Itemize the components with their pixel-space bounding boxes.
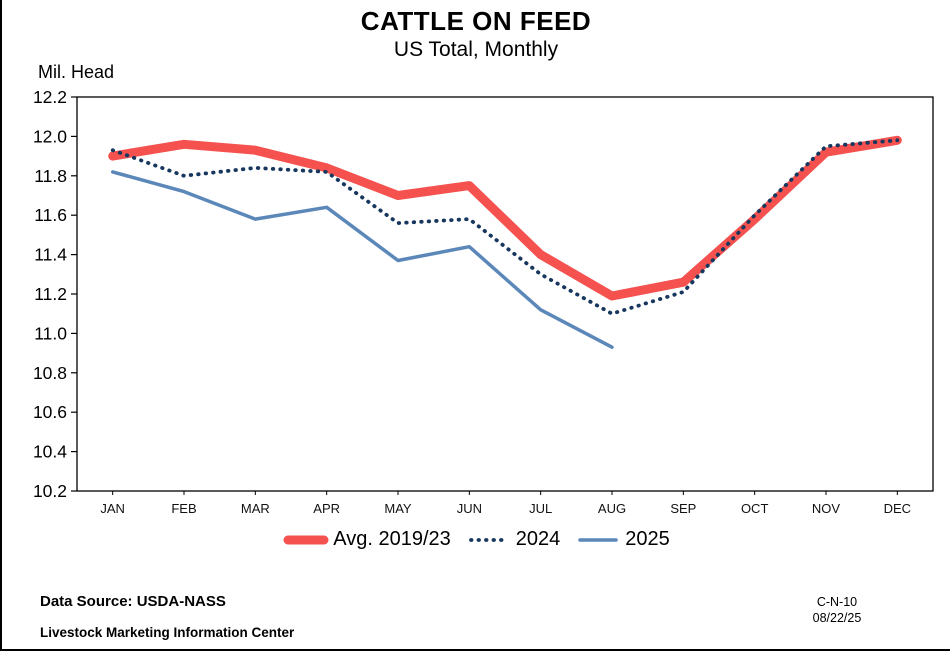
chart-code-label: C-N-10: [816, 595, 858, 609]
x-tick-label: AUG: [598, 501, 626, 516]
y-axis-unit-label: Mil. Head: [38, 62, 115, 82]
legend-label: Avg. 2019/23: [333, 528, 451, 550]
x-tick-label: MAY: [384, 501, 412, 516]
legend-item-avg-2019-23: Avg. 2019/23: [282, 528, 451, 551]
x-tick-label: FEB: [171, 501, 196, 516]
chart-subtitle: US Total, Monthly: [393, 38, 559, 61]
legend-swatch: [468, 537, 509, 542]
chart-canvas: 12.2 12.0 11.8 11.6 11.4 11.2 11.0 10.8 10.6 10.4…: [33, 87, 934, 516]
series-line-2024: [110, 138, 900, 316]
x-tick-label: JUL: [529, 501, 552, 516]
y-tick-label: 10.6: [33, 402, 67, 422]
legend-item-2025: 2025: [574, 528, 670, 551]
y-tick-label: 11.4: [34, 245, 67, 265]
y-tick-label: 11.6: [34, 205, 67, 225]
legend-label: 2024: [515, 528, 561, 550]
plot-border: [76, 96, 934, 492]
legend-item-2024: 2024: [465, 528, 561, 551]
x-tick-label: MAR: [241, 501, 270, 516]
x-tick-label: OCT: [741, 501, 769, 516]
x-tick-label: DEC: [884, 501, 911, 516]
chart-date-label: 08/22/25: [812, 611, 862, 625]
legend-label: 2025: [625, 528, 670, 550]
organization-label: Livestock Marketing Information Center: [40, 625, 295, 640]
series-line-avg-2019-23: [108, 135, 902, 301]
y-tick-label: 11.8: [34, 166, 67, 186]
chart-legend: Avg. 2019/23 2024 2025: [2, 528, 950, 551]
y-tick-label: 10.2: [33, 481, 67, 501]
y-tick-label: 10.4: [33, 442, 67, 462]
y-tick-label: 12.0: [33, 126, 67, 146]
y-tick-label: 11.2: [34, 284, 67, 304]
x-tick-label: APR: [313, 501, 340, 516]
y-tick-label: 11.0: [34, 323, 67, 343]
series-line-2025: [110, 170, 614, 349]
x-tick-label: JUN: [457, 501, 482, 516]
x-tick-label: JAN: [100, 501, 125, 516]
x-tick-label: NOV: [812, 501, 841, 516]
y-tick-label: 10.8: [33, 363, 67, 383]
x-tick-label: SEP: [670, 501, 696, 516]
chart-title: CATTLE ON FEED: [360, 6, 592, 36]
legend-swatch: [283, 535, 329, 544]
legend-swatch: [578, 537, 618, 542]
data-source-label: Data Source: USDA-NASS: [40, 593, 226, 610]
y-tick-label: 12.2: [33, 87, 67, 107]
